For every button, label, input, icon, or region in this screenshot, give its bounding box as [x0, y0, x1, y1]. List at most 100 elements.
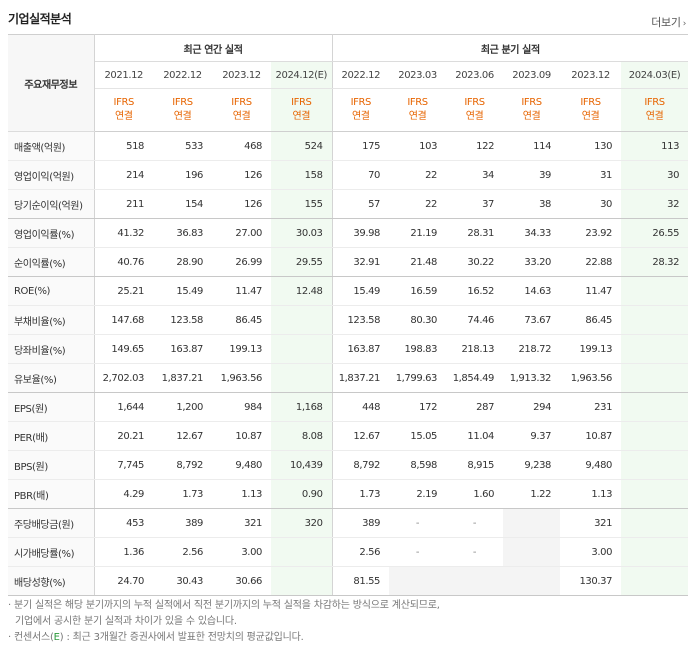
value-cell: - [446, 508, 504, 538]
value-cell: 163.87 [153, 334, 212, 364]
value-cell: 218.13 [446, 334, 504, 364]
ifrs-consolidated: 연결 [581, 111, 600, 122]
ifrs-consolidated: 연결 [645, 111, 664, 122]
value-cell [621, 392, 689, 422]
value-cell [621, 276, 689, 306]
table-row: EPS(원) 1,644 1,200 984 1,168 448 172 287 294 231 [8, 392, 689, 422]
value-cell: 0.90 [271, 479, 333, 509]
row-label: EPS(원) [8, 392, 95, 422]
value-cell [621, 479, 689, 509]
value-cell: 31 [560, 160, 622, 190]
value-cell: 321 [560, 508, 622, 538]
value-cell: 11.47 [212, 276, 271, 306]
value-cell: 30.03 [271, 218, 333, 248]
value-cell: 86.45 [560, 305, 622, 335]
value-cell: 198.83 [389, 334, 447, 364]
value-cell [621, 450, 689, 480]
value-cell [503, 537, 561, 567]
table-row: 부채비율(%) 147.68 123.58 86.45 123.58 80.30 74.46… [8, 305, 689, 335]
value-cell: 27.00 [212, 218, 271, 248]
ifrs-consolidated: 연결 [114, 111, 133, 122]
value-cell: 30.43 [153, 566, 212, 596]
table-row: 배당성향(%) 24.70 30.43 30.66 81.55 130.37 [8, 566, 689, 596]
ifrs-consolidated: 연결 [292, 111, 311, 122]
value-cell: 34.33 [503, 218, 561, 248]
more-link[interactable]: 더보기 › [651, 14, 686, 30]
footnote-1-cont: 기업에서 공시한 분기 실적과 차이가 있을 수 있습니다. [15, 616, 237, 627]
value-cell: 24.70 [94, 566, 153, 596]
value-cell: 214 [94, 160, 153, 190]
value-cell: 320 [271, 508, 333, 538]
value-cell: 25.21 [94, 276, 153, 306]
value-cell: 15.49 [153, 276, 212, 306]
row-label: 매출액(억원) [8, 131, 95, 161]
value-cell: 114 [503, 131, 561, 161]
table-row: 영업이익(억원) 214 196 126 158 70 22 34 39 31 30 [8, 160, 689, 190]
value-cell: 21.19 [389, 218, 447, 248]
value-cell: 28.31 [446, 218, 504, 248]
value-cell [271, 363, 333, 393]
table-row: 주당배당금(원) 453 389 321 320 389- -321 [8, 508, 689, 538]
value-cell: - [446, 537, 504, 567]
value-cell: 12.67 [153, 421, 212, 451]
table-row: BPS(원) 7,745 8,792 9,480 10,439 8,792 8,598 8,9… [8, 450, 689, 480]
row-label: 부채비율(%) [8, 305, 95, 335]
value-cell: 126 [212, 189, 271, 219]
value-cell: 1,837.21 [332, 363, 390, 393]
annual-group-header: 최근 연간 실적 [94, 34, 333, 62]
value-cell: 74.46 [446, 305, 504, 335]
value-cell: 11.47 [560, 276, 622, 306]
value-cell [621, 421, 689, 451]
value-cell: 15.49 [332, 276, 390, 306]
value-cell: 30.22 [446, 247, 504, 277]
value-cell: 1,854.49 [446, 363, 504, 393]
value-cell: 2,702.03 [94, 363, 153, 393]
ifrs-label: IFRS 연결 [621, 88, 689, 132]
row-label: 당기순이익(억원) [8, 189, 95, 219]
value-cell: 16.59 [389, 276, 447, 306]
value-cell: 8,915 [446, 450, 504, 480]
value-cell: 41.32 [94, 218, 153, 248]
table-row: 순이익률(%) 40.76 28.90 26.99 29.55 32.91 21.48 30.… [8, 247, 689, 277]
footnote-2: · 컨센서스(E) : 최근 3개월간 증권사에서 발표한 전망치의 평균값입니… [8, 632, 304, 643]
value-cell: 4.29 [94, 479, 153, 509]
row-label: 당좌비율(%) [8, 334, 95, 364]
value-cell: - [389, 508, 447, 538]
value-cell: 7,745 [94, 450, 153, 480]
quarter-group-header: 최근 분기 실적 [332, 34, 689, 62]
value-cell: 123.58 [332, 305, 390, 335]
ifrs-label: IFRS 연결 [560, 88, 622, 132]
value-cell: 1.60 [446, 479, 504, 509]
value-cell: 1,168 [271, 392, 333, 422]
value-cell: 172 [389, 392, 447, 422]
period-header: 2022.12 [332, 61, 390, 89]
table-row: 매출액(억원) 518 533 468 524 175 103 122 114 130 113 [8, 131, 689, 161]
value-cell: 199.13 [560, 334, 622, 364]
value-cell: 22.88 [560, 247, 622, 277]
value-cell: 1,200 [153, 392, 212, 422]
value-cell: 32 [621, 189, 689, 219]
value-cell: 1.13 [560, 479, 622, 509]
period-header: 2021.12 [94, 61, 153, 89]
row-label: 영업이익(억원) [8, 160, 95, 190]
value-cell: 28.90 [153, 247, 212, 277]
value-cell: 1,963.56 [212, 363, 271, 393]
period-header: 2023.09 [503, 61, 561, 89]
period-header: 2023.03 [389, 61, 447, 89]
period-header: 2022.12 [153, 61, 212, 89]
value-cell [271, 334, 333, 364]
ifrs-consolidated: 연결 [408, 111, 427, 122]
value-cell: 86.45 [212, 305, 271, 335]
value-cell [621, 305, 689, 335]
value-cell: 321 [212, 508, 271, 538]
value-cell: 2.56 [332, 537, 390, 567]
value-cell: 468 [212, 131, 271, 161]
value-cell: 2.56 [153, 537, 212, 567]
value-cell [271, 566, 333, 596]
value-cell: 21.48 [389, 247, 447, 277]
value-cell: 73.67 [503, 305, 561, 335]
value-cell: 453 [94, 508, 153, 538]
value-cell: 14.63 [503, 276, 561, 306]
value-cell: 533 [153, 131, 212, 161]
value-cell: 8,598 [389, 450, 447, 480]
